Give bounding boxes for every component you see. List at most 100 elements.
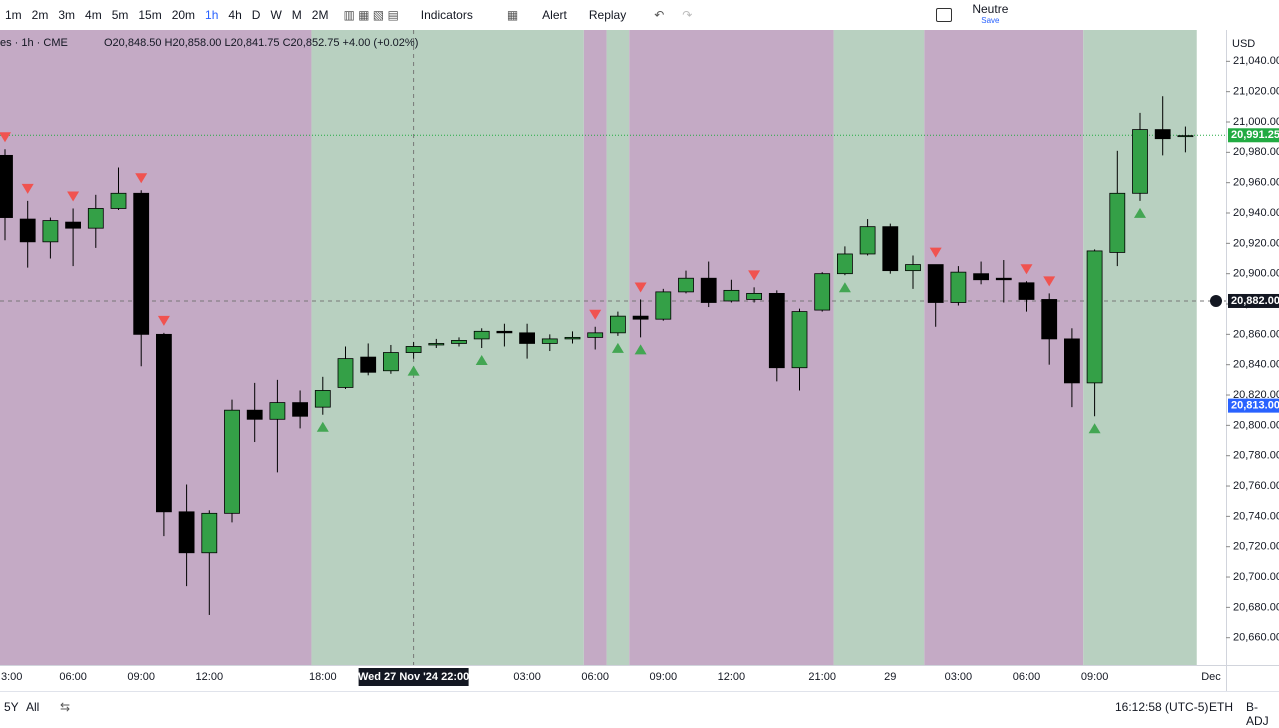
candle-body [133, 192, 150, 335]
x-tick-label: 12:00 [718, 671, 746, 683]
y-tick-label: 20,800.00 [1233, 419, 1279, 431]
candle-body [405, 346, 422, 353]
interval-button[interactable]: 15m [138, 8, 162, 22]
range-button[interactable]: All [26, 700, 40, 714]
y-tick-label: 20,960.00 [1233, 177, 1279, 189]
sell-signal [589, 309, 602, 320]
session-zone [924, 30, 1084, 665]
candle-body [610, 315, 626, 334]
y-tick-label: 20,940.00 [1233, 207, 1279, 219]
candle-body [1154, 129, 1171, 140]
range-button[interactable]: 5Y [4, 700, 19, 714]
buy-signal [1134, 207, 1146, 218]
candle-body [814, 273, 831, 311]
interval-button[interactable]: 4h [228, 8, 242, 22]
y-tick-label: 21,020.00 [1233, 86, 1279, 98]
ohlc-legend: O20,848.50 H20,858.00 L20,841.75 C20,852… [104, 37, 418, 49]
clock: 16:12:58 (UTC-5) [1115, 700, 1209, 714]
x-tick-label: 18:00 [309, 671, 337, 683]
replay-button[interactable]: Replay [588, 8, 627, 22]
candle-body [65, 221, 81, 229]
mode-box[interactable]: Neutre Save [972, 2, 1009, 26]
candle-body [246, 409, 263, 420]
session-zone [311, 30, 584, 665]
candle-body [587, 332, 604, 338]
interval-button[interactable]: W [270, 8, 282, 22]
candle-body [950, 271, 967, 303]
save-label: Save [981, 16, 1000, 25]
sell-signal [0, 132, 11, 143]
interval-button[interactable]: D [251, 8, 261, 22]
alert-button[interactable]: Alert [542, 8, 567, 22]
date-range-icon[interactable]: ⇆ [60, 700, 71, 714]
sell-signal [135, 173, 148, 184]
candle-body [723, 289, 740, 302]
y-tick-label: 20,720.00 [1233, 541, 1279, 553]
candle-body [360, 356, 377, 373]
price-label-box [1228, 398, 1279, 413]
y-tick-label: 20,900.00 [1233, 268, 1279, 280]
adjust-button[interactable]: B-ADJ [1246, 700, 1269, 728]
sell-signal [634, 282, 647, 293]
y-tick-label: 21,040.00 [1233, 55, 1279, 67]
candle-body [519, 332, 535, 344]
sell-signal [748, 270, 761, 281]
interval-button[interactable]: M [291, 8, 302, 22]
layout-toggle[interactable] [936, 8, 953, 22]
candle-body [1041, 299, 1058, 340]
x-tick-label: 12:00 [196, 671, 224, 683]
interval-button[interactable]: 2M [311, 8, 329, 22]
chart-type-icons[interactable]: ▥ ▦ ▧ ▤ [343, 8, 399, 22]
x-tick-label: 3:00 [1, 671, 22, 683]
interval-button[interactable]: 20m [171, 8, 196, 22]
candle-body [155, 333, 172, 513]
interval-button[interactable]: 1m [5, 8, 22, 22]
x-tick-label: 06:00 [1013, 671, 1041, 683]
layout-icon[interactable]: ▦ [506, 8, 519, 22]
y-tick-label: 20,740.00 [1233, 510, 1279, 522]
redo-button[interactable]: ↷ [682, 8, 693, 22]
x-tick-label: 29 [884, 671, 896, 683]
buy-signal [407, 365, 420, 376]
undo-button[interactable]: ↶ [654, 8, 665, 22]
candle-body [382, 352, 399, 372]
sell-signal [21, 183, 34, 194]
x-tick-label: 03:00 [513, 671, 541, 683]
x-tick-label: 06:00 [59, 671, 87, 683]
interval-button[interactable]: 1h [205, 8, 219, 22]
mode-label: Neutre [972, 2, 1009, 16]
interval-button[interactable]: 2m [31, 8, 49, 22]
candle-body [655, 291, 672, 320]
candle-body [905, 264, 921, 272]
interval-button[interactable]: 5m [111, 8, 129, 22]
sell-signal [157, 315, 170, 326]
session-button[interactable]: ETH [1209, 700, 1233, 714]
y-tick-label: 20,980.00 [1233, 146, 1279, 158]
candle-body [973, 273, 989, 281]
candle-body [473, 330, 490, 340]
toolbar: 1m 2m 3m 4m 5m 15m 20m 1h 4h D W M 2M ▥ ▦ ▧ ▤ Indica… [0, 0, 1279, 31]
chart: USD 20,660.00 20,680.00 20,700.00 20,720.00 2… [0, 30, 1279, 691]
symbol-legend: es · 1h · CME [0, 37, 68, 49]
sell-signal [1043, 276, 1056, 287]
x-end-label: Dec [1201, 671, 1221, 683]
candle-body [87, 208, 104, 229]
x-tick-label: Wed 27 Nov '24 22:00 [358, 671, 469, 683]
x-tick-label: 09:00 [650, 671, 678, 683]
interval-button[interactable]: 4m [85, 8, 102, 22]
y-tick-label: 20,860.00 [1233, 328, 1279, 340]
price-label-box [1228, 128, 1279, 143]
candle-body [496, 330, 513, 334]
candle-body [700, 277, 717, 303]
candle-body [292, 402, 309, 417]
x-tick-label: 09:00 [127, 671, 155, 683]
indicators-button[interactable]: Indicators [420, 8, 473, 22]
price-label: 20,813.00 [1231, 400, 1279, 412]
candle-body [224, 409, 240, 514]
buy-signal [316, 421, 329, 432]
candle-body [337, 358, 354, 388]
buy-signal [838, 282, 851, 293]
y-tick-label: 20,920.00 [1233, 237, 1279, 249]
candle-body [0, 154, 13, 218]
interval-button[interactable]: 3m [58, 8, 76, 22]
